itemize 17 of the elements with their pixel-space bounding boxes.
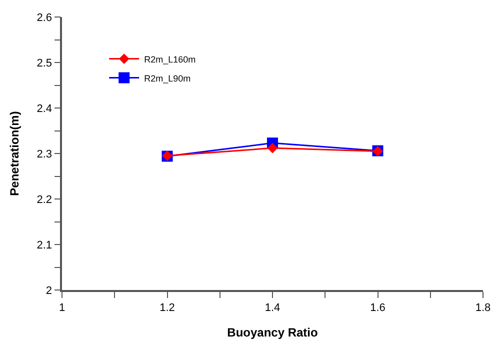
y-tick-label: 2.5 — [36, 57, 52, 70]
y-tick-label: 2.3 — [36, 148, 52, 160]
point — [267, 142, 278, 154]
legend-label: R2m_L160m — [144, 54, 196, 64]
x-tick-label: 1.8 — [475, 302, 491, 314]
y-tick-label: 2.2 — [36, 194, 52, 206]
y-tick-label: 2.6 — [36, 12, 52, 24]
x-tick-label: 1 — [58, 302, 66, 314]
x-tick-label: 1.6 — [370, 302, 386, 314]
y-tick-label: 2.4 — [36, 102, 52, 115]
legend-label: R2m_L90m — [144, 73, 191, 84]
y-tick-label: 2 — [46, 284, 52, 297]
x-tick-label: 1.4 — [264, 302, 280, 314]
y-axis-title: Penetration(m) — [8, 111, 22, 196]
x-tick-label: 1.2 — [160, 302, 175, 314]
x-axis-title: Buoyancy Ratio — [227, 325, 318, 340]
y-tick-label: 2.1 — [36, 239, 52, 252]
